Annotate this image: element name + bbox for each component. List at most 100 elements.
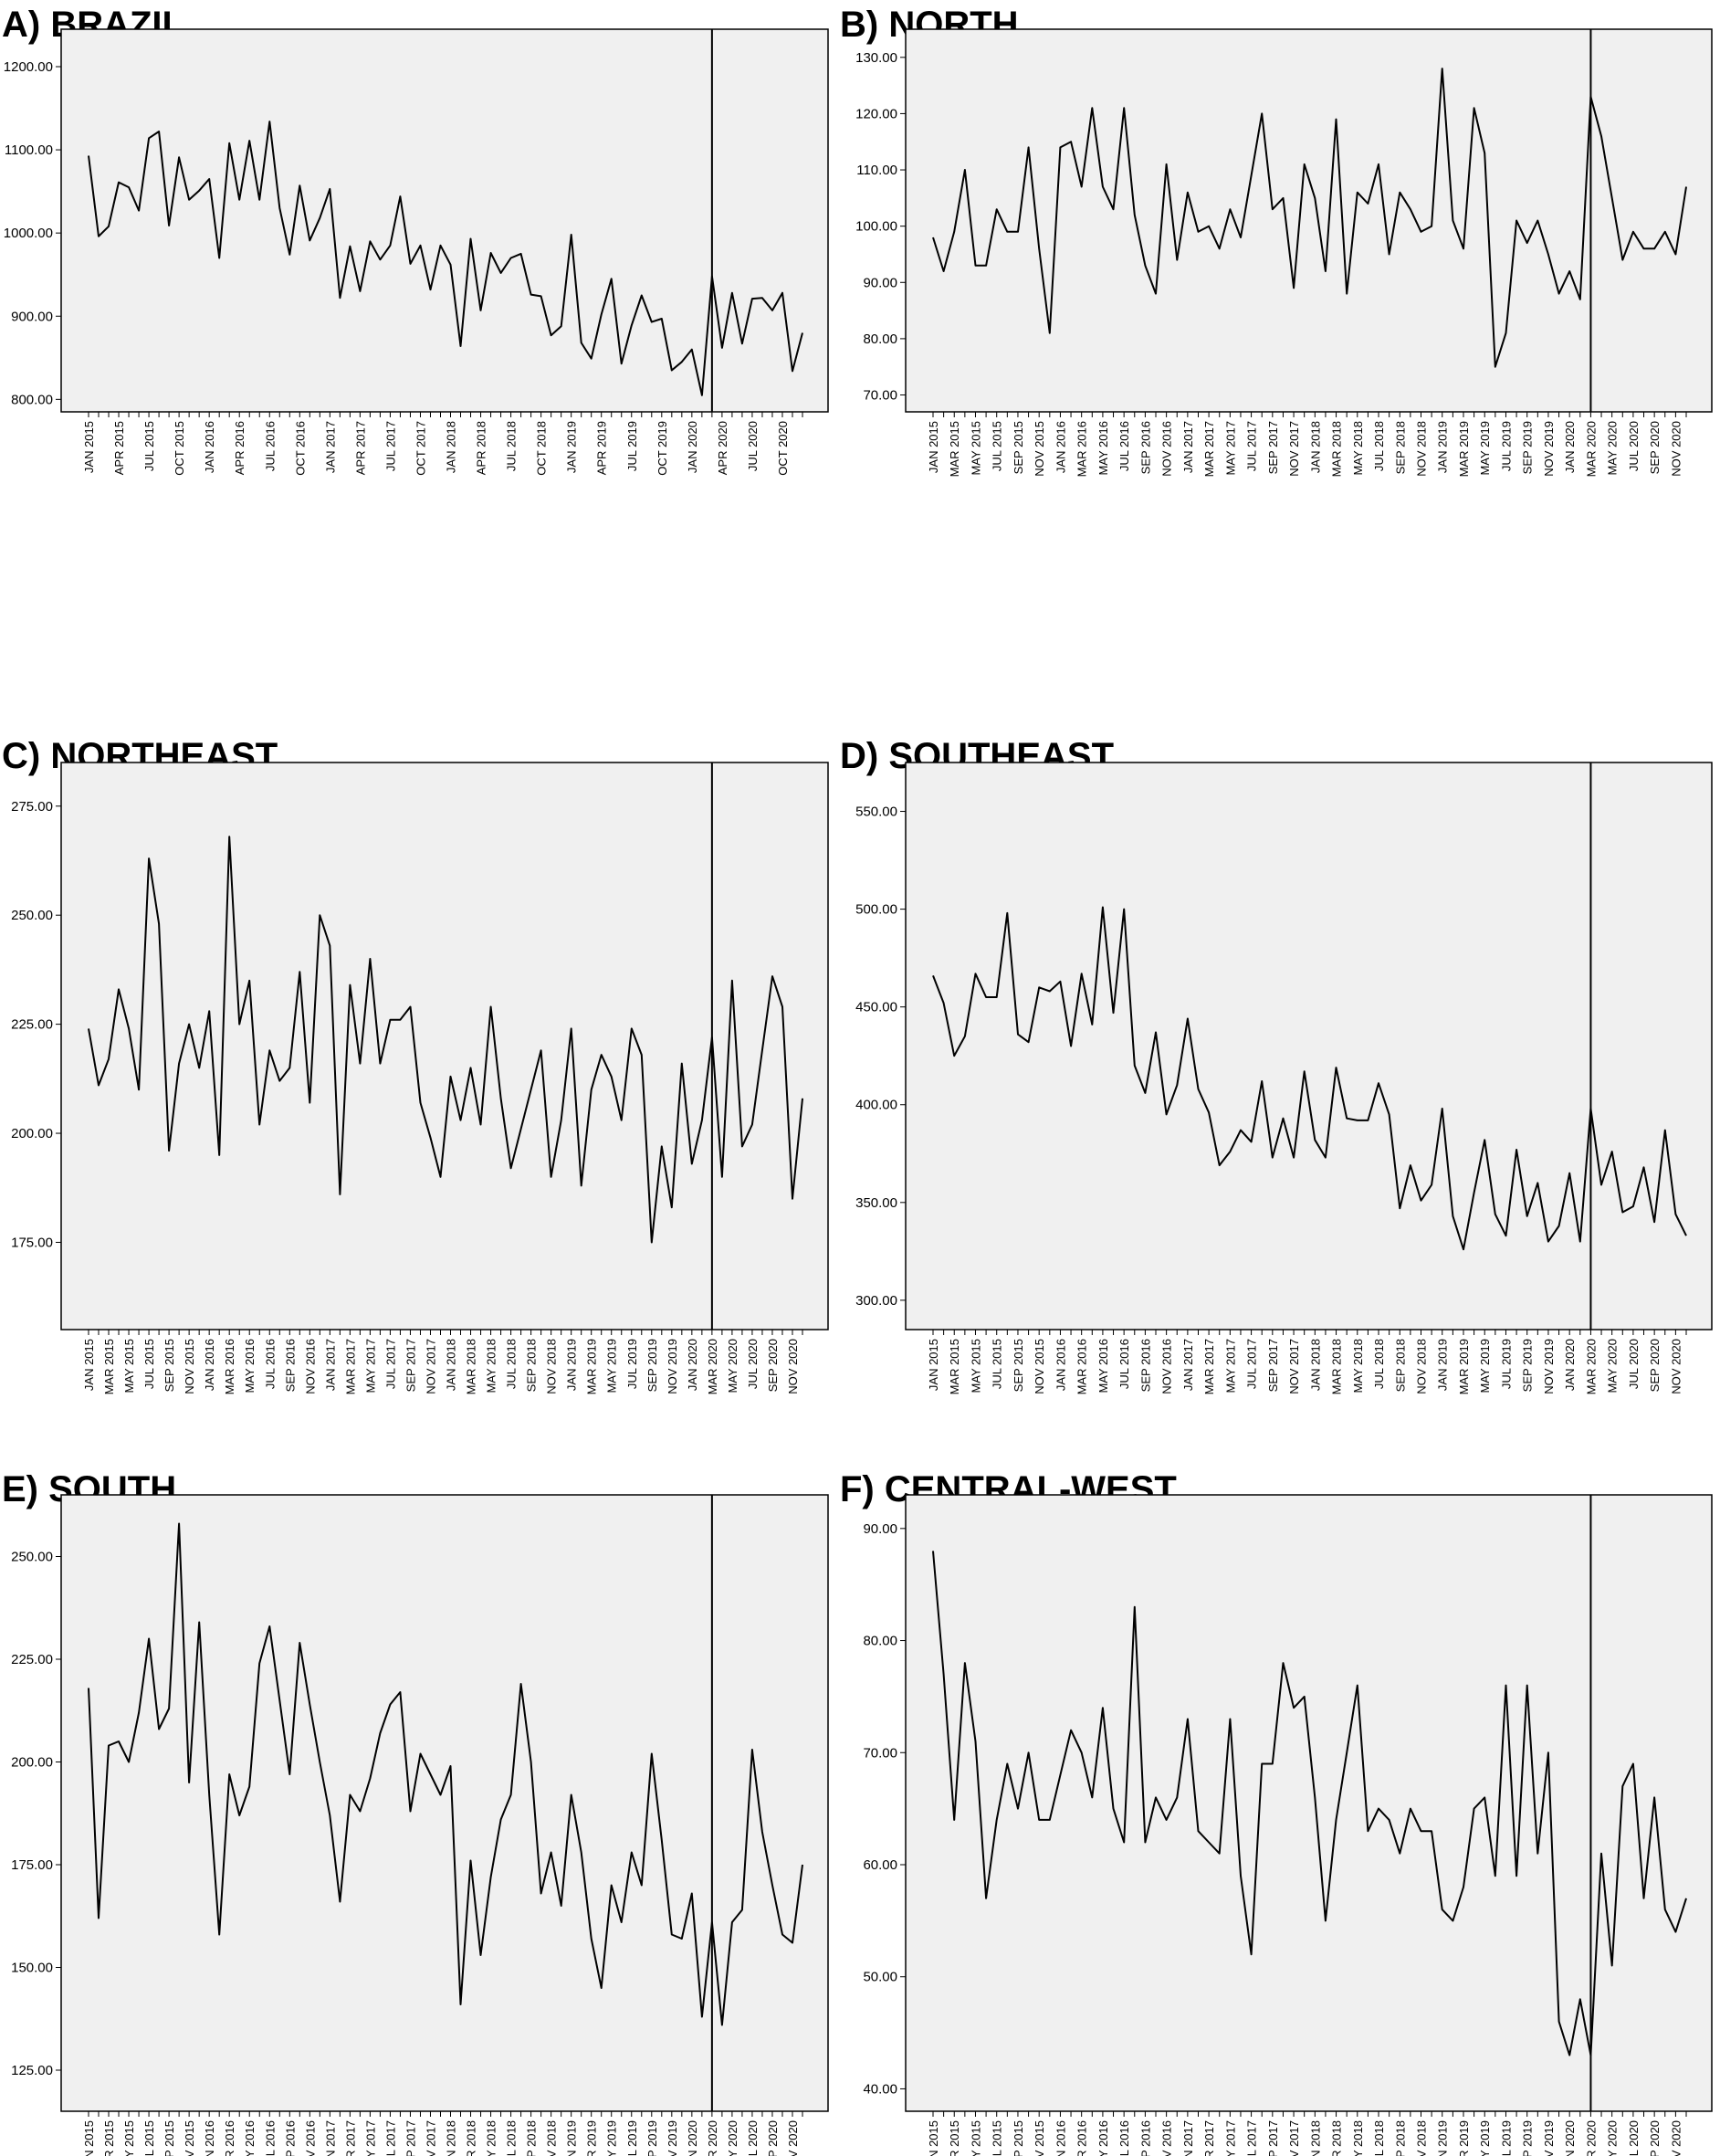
x-tick-label: JUL 2018	[1372, 1339, 1386, 1389]
x-tick-label: JAN 2015	[82, 1339, 96, 1391]
x-tick-label: JUL 2018	[505, 2120, 519, 2156]
x-tick-label: NOV 2020	[1669, 2120, 1683, 2156]
x-tick-label: SEP 2020	[1648, 1339, 1662, 1392]
y-tick-label: 110.00	[856, 163, 897, 178]
x-tick-label: JUL 2015	[991, 1339, 1004, 1389]
x-tick-label: MAR 2020	[1584, 2120, 1598, 2156]
x-tick-label: JAN 2019	[1436, 2120, 1450, 2156]
x-tick-label: NOV 2018	[545, 1339, 559, 1394]
x-tick-label: JUL 2018	[505, 421, 519, 471]
x-tick-label: MAY 2020	[1606, 1339, 1620, 1394]
y-tick-label: 400.00	[855, 1098, 897, 1113]
plot-area	[60, 762, 829, 1330]
x-tick-label: NOV 2016	[303, 2120, 317, 2156]
x-tick-label: APR 2015	[112, 421, 126, 475]
x-tick-label: MAY 2017	[1223, 1339, 1237, 1394]
series-line	[88, 836, 803, 1244]
x-tick-label: SEP 2020	[1648, 2120, 1662, 2156]
x-tick-label: MAY 2015	[969, 421, 982, 476]
x-tick-label: NOV 2018	[1415, 1339, 1429, 1394]
x-tick-label: MAR 2018	[1330, 2120, 1344, 2156]
x-tick-label: JAN 2015	[927, 421, 940, 473]
x-tick-label: MAY 2019	[605, 2120, 619, 2156]
x-tick-label: SEP 2015	[163, 2120, 176, 2156]
x-tick-label: OCT 2015	[173, 421, 186, 476]
panel-6: F) CENTRAL-WEST40.0050.0060.0070.0080.00…	[840, 1469, 1713, 2156]
x-tick-label: JAN 2018	[1308, 421, 1322, 473]
x-tick-label: JAN 2020	[1563, 421, 1577, 473]
x-tick-label: JAN 2016	[1054, 421, 1067, 473]
x-tick-label: MAY 2020	[1606, 2120, 1620, 2156]
y-tick-label: 125.00	[11, 2063, 53, 2078]
x-tick-label: MAR 2016	[223, 1339, 236, 1394]
x-tick-label: NOV 2020	[786, 1339, 800, 1394]
x-tick-label: NOV 2020	[786, 2120, 800, 2156]
x-tick-label: SEP 2018	[1393, 421, 1407, 474]
x-tick-label: JUL 2020	[746, 1339, 760, 1389]
y-tick-label: 70.00	[863, 1745, 897, 1761]
x-tick-label: NOV 2017	[424, 2120, 437, 2156]
x-tick-label: MAY 2019	[1478, 2120, 1492, 2156]
x-tick-label: MAR 2017	[343, 2120, 357, 2156]
x-tick-label: OCT 2017	[414, 421, 427, 476]
x-tick-label: NOV 2015	[183, 2120, 196, 2156]
x-tick-label: MAY 2018	[485, 1339, 498, 1394]
x-tick-label: JUL 2020	[1627, 421, 1641, 471]
x-tick-label: MAY 2016	[243, 1339, 257, 1394]
x-tick-label: JUL 2020	[1627, 2120, 1641, 2156]
plot-area	[60, 28, 829, 413]
x-tick-label: MAR 2019	[1457, 421, 1471, 477]
x-tick-label: JAN 2019	[565, 1339, 579, 1391]
x-tick-label: SEP 2020	[766, 1339, 780, 1392]
x-tick-label: MAY 2018	[1351, 2120, 1365, 2156]
x-tick-label: OCT 2016	[293, 421, 307, 476]
x-tick-label: MAY 2019	[1478, 421, 1492, 476]
x-tick-label: SEP 2018	[525, 2120, 539, 2156]
x-tick-label: SEP 2018	[1393, 1339, 1407, 1392]
y-tick-label: 80.00	[863, 331, 897, 347]
x-tick-label: NOV 2018	[545, 2120, 559, 2156]
x-tick-label: JAN 2016	[1054, 2120, 1067, 2156]
x-tick-label: MAR 2015	[948, 1339, 961, 1394]
y-tick-label: 500.00	[855, 902, 897, 918]
x-tick-label: SEP 2016	[1138, 421, 1152, 474]
x-tick-label: JUL 2018	[505, 1339, 519, 1389]
x-tick-label: MAR 2015	[948, 421, 961, 477]
series-line	[932, 1551, 1687, 2056]
x-tick-label: JAN 2017	[1181, 421, 1195, 473]
x-tick-label: MAR 2016	[223, 2120, 236, 2156]
x-tick-label: JAN 2020	[1563, 1339, 1577, 1391]
x-tick-label: MAY 2017	[1223, 2120, 1237, 2156]
x-tick-label: MAY 2020	[726, 1339, 739, 1394]
y-tick-label: 175.00	[11, 1235, 53, 1250]
x-tick-label: JAN 2015	[927, 1339, 940, 1391]
y-tick-label: 225.00	[11, 1652, 53, 1667]
x-tick-label: SEP 2017	[404, 2120, 417, 2156]
x-tick-label: MAY 2017	[363, 1339, 377, 1394]
x-tick-label: NOV 2019	[1542, 1339, 1556, 1394]
x-tick-label: NOV 2017	[1287, 2120, 1301, 2156]
y-tick-label: 1000.00	[4, 226, 53, 241]
x-tick-label: APR 2020	[716, 421, 729, 475]
x-tick-label: JUL 2017	[1245, 1339, 1259, 1389]
x-tick-label: JAN 2017	[1181, 2120, 1195, 2156]
x-tick-label: MAY 2015	[969, 2120, 982, 2156]
x-tick-label: APR 2019	[595, 421, 609, 475]
x-tick-label: JUL 2015	[991, 2120, 1004, 2156]
x-tick-label: JUL 2017	[1245, 421, 1259, 471]
x-tick-label: JUL 2015	[991, 421, 1004, 471]
x-tick-label: SEP 2020	[766, 2120, 780, 2156]
x-tick-label: MAY 2020	[726, 2120, 739, 2156]
x-tick-label: SEP 2016	[1138, 2120, 1152, 2156]
x-tick-label: JUL 2015	[142, 2120, 156, 2156]
x-tick-label: MAY 2020	[1606, 421, 1620, 476]
x-tick-label: JAN 2018	[1308, 1339, 1322, 1391]
x-tick-label: MAY 2015	[122, 1339, 136, 1394]
y-tick-label: 50.00	[863, 1970, 897, 1985]
x-tick-label: NOV 2015	[183, 1339, 196, 1394]
series-line	[88, 121, 803, 396]
x-tick-label: SEP 2017	[404, 1339, 417, 1392]
x-tick-label: JAN 2016	[1054, 1339, 1067, 1391]
x-tick-label: JAN 2016	[203, 2120, 216, 2156]
